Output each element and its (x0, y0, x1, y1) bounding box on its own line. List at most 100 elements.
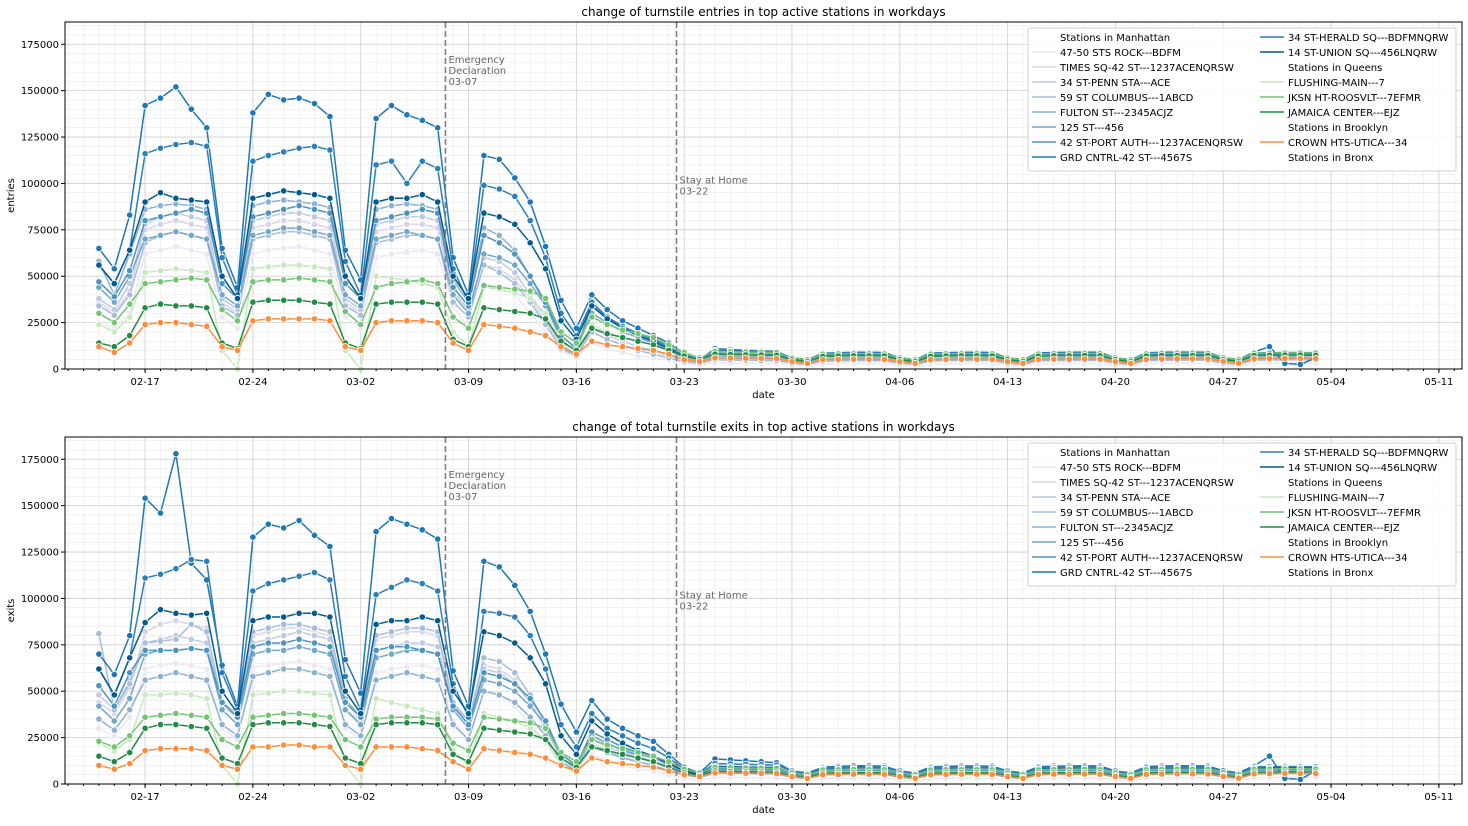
x-tick-label: 03-30 (777, 792, 806, 803)
data-point (187, 205, 195, 213)
data-point (387, 202, 396, 210)
data-point (326, 265, 334, 273)
y-tick-label: 175000 (21, 455, 59, 466)
data-point (141, 676, 149, 684)
data-point (1081, 355, 1089, 363)
data-point (187, 745, 195, 753)
series-line (98, 638, 1316, 777)
data-point (541, 735, 550, 744)
data-point (141, 235, 149, 243)
legend-entry: 42 ST-PORT AUTH---1237ACENQRSW (1060, 553, 1243, 564)
data-point (295, 643, 303, 651)
data-point (1173, 355, 1181, 363)
data-point (464, 758, 473, 766)
data-point (326, 672, 334, 681)
data-point (156, 202, 165, 210)
data-point (126, 267, 134, 275)
data-point (141, 268, 149, 277)
data-point (634, 344, 642, 353)
data-point (172, 83, 180, 91)
data-point (187, 611, 195, 619)
data-point (403, 317, 411, 325)
data-point (341, 272, 349, 280)
data-point (1281, 354, 1289, 362)
legend-entry: FLUSHING-MAIN---7 (1288, 493, 1385, 504)
data-point (1065, 355, 1073, 363)
data-point (1111, 357, 1120, 366)
data-point (464, 746, 473, 755)
y-tick-label: 25000 (27, 733, 59, 744)
data-point (156, 318, 165, 327)
data-point (403, 719, 411, 727)
data-point (310, 646, 319, 655)
data-point (896, 772, 904, 781)
data-point (511, 324, 519, 332)
data-point (464, 346, 473, 354)
data-point (126, 654, 134, 662)
data-point (310, 220, 319, 228)
data-point (495, 609, 503, 617)
chart-title: change of turnstile entries in top activ… (581, 5, 945, 19)
legend-entry: Stations in Bronx (1288, 153, 1373, 164)
data-point (418, 646, 426, 655)
data-point (280, 96, 288, 104)
data-point (372, 161, 380, 169)
data-point (1003, 357, 1012, 366)
data-point (126, 211, 134, 219)
x-tick-label: 05-11 (1424, 377, 1453, 388)
data-point (495, 254, 503, 262)
data-point (480, 557, 488, 565)
data-point (203, 142, 211, 150)
data-point (418, 719, 426, 727)
data-point (1296, 360, 1304, 368)
data-point (618, 343, 627, 351)
data-point (387, 231, 396, 239)
legend-entry: 42 ST-PORT AUTH---1237ACENQRSW (1060, 138, 1243, 149)
data-point (1142, 355, 1150, 363)
data-point (449, 339, 457, 347)
series-34-st-herald-sq-bdfmnqrw (95, 139, 1320, 364)
data-point (865, 770, 873, 778)
series-34-st-penn-sta-ace (95, 628, 1320, 782)
data-point (372, 272, 380, 280)
data-point (695, 357, 704, 366)
data-point (372, 646, 380, 655)
series-line (98, 219, 1316, 366)
data-point (1188, 355, 1197, 363)
data-point (218, 754, 226, 762)
data-point (95, 752, 103, 760)
data-point (449, 758, 457, 766)
data-point (126, 331, 134, 340)
data-point (233, 346, 242, 354)
data-point (557, 343, 565, 351)
data-point (341, 279, 349, 288)
data-point (280, 148, 288, 156)
data-point (495, 680, 503, 688)
x-tick-label: 05-04 (1317, 792, 1346, 803)
data-point (203, 694, 211, 703)
data-point (326, 713, 334, 721)
data-point (280, 196, 288, 204)
data-point (495, 185, 503, 193)
data-point (403, 743, 411, 751)
data-point (126, 732, 134, 740)
data-point (541, 254, 550, 262)
data-point (588, 735, 596, 744)
data-point (449, 272, 457, 280)
data-point (418, 205, 426, 213)
data-point (249, 617, 257, 625)
data-point (511, 174, 519, 182)
data-point (110, 670, 118, 679)
data-point (603, 320, 611, 329)
data-point (172, 646, 180, 655)
data-point (418, 116, 426, 124)
data-point (495, 657, 503, 666)
data-point (126, 313, 134, 321)
data-point (141, 646, 149, 655)
data-point (233, 732, 242, 740)
data-point (526, 328, 534, 336)
y-tick-label: 150000 (21, 86, 59, 97)
data-point (357, 732, 365, 740)
data-point (449, 313, 457, 321)
data-point (418, 191, 426, 199)
